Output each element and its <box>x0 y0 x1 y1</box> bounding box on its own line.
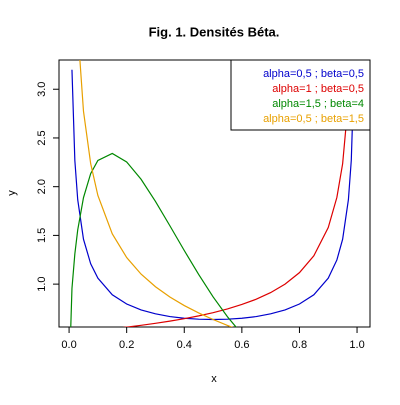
y-tick-label: 2.5 <box>36 130 48 145</box>
legend-entry: alpha=1,5 ; beta=4 <box>272 98 364 110</box>
x-tick-label: 0.8 <box>292 339 307 351</box>
y-tick-label: 2.0 <box>36 179 48 194</box>
x-tick-label: 0.4 <box>177 339 192 351</box>
series-line <box>70 152 237 327</box>
legend-entry: alpha=0,5 ; beta=1,5 <box>263 113 364 125</box>
curves <box>70 60 355 327</box>
y-tick-label: 1.0 <box>36 276 48 291</box>
series-line <box>79 60 234 327</box>
chart-title: Fig. 1. Densités Béta. <box>149 24 280 39</box>
y-axis-label: y <box>6 190 18 196</box>
legend-entry: alpha=0,5 ; beta=0,5 <box>263 68 364 80</box>
series-line <box>122 60 351 327</box>
plot-frame <box>58 59 371 328</box>
y-tick-label: 1.5 <box>36 228 48 243</box>
x-tick-label: 0.2 <box>119 339 134 351</box>
x-tick-label: 0.6 <box>234 339 249 351</box>
x-tick-label: 0.0 <box>61 339 76 351</box>
x-tick-label: 1.0 <box>349 339 364 351</box>
y-tick-label: 3.0 <box>36 82 48 97</box>
legend-box <box>230 59 371 131</box>
legend-entry: alpha=1 ; beta=0,5 <box>272 83 364 95</box>
x-axis-label: x <box>211 373 217 385</box>
